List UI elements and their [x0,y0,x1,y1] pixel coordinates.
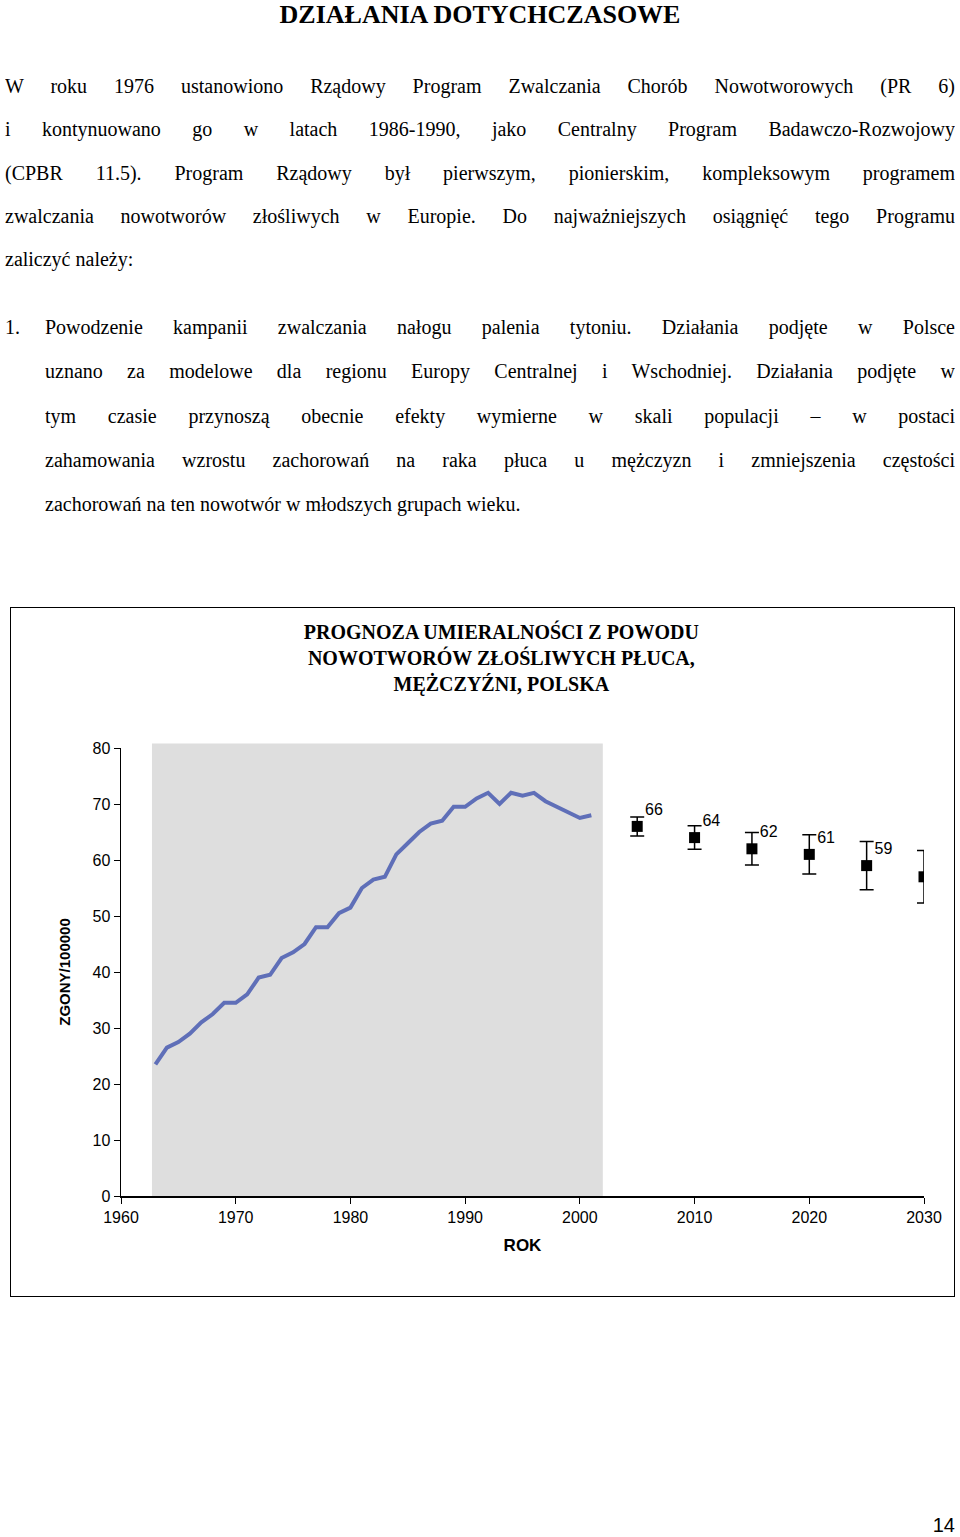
svg-text:50: 50 [93,908,111,925]
svg-text:1960: 1960 [103,1209,139,1226]
html-text:14: 14 [932,1514,955,1536]
svg-text:1990: 1990 [447,1209,483,1226]
svg-text:2020: 2020 [791,1209,827,1226]
html-text:zahamowania wzrostu zachorowań: zahamowania wzrostu zachorowań na raka p… [45,448,955,471]
html-text:zaliczyć należy:: zaliczyć należy: [5,248,134,271]
svg-text:80: 80 [93,740,111,757]
html-text:tym czasie przynoszą obecnie e: tym czasie przynoszą obecnie efekty wymi… [45,404,955,427]
svg-text:60: 60 [93,852,111,869]
svg-text:1970: 1970 [218,1209,254,1226]
svg-text:2000: 2000 [562,1209,598,1226]
svg-text:2010: 2010 [677,1209,713,1226]
svg-text:PROGNOZA UMIERALNOŚCI Z POWODU: PROGNOZA UMIERALNOŚCI Z POWODUNOWOTWORÓW… [304,620,699,696]
svg-text:1980: 1980 [333,1209,369,1226]
html-text:i kontynuowano go w latach 198: i kontynuowano go w latach 1986-1990, ja… [5,118,955,141]
svg-text:20: 20 [93,1076,111,1093]
svg-text:10: 10 [93,1132,111,1149]
svg-text:30: 30 [93,1020,111,1037]
html-text:W roku 1976 ustanowiono Rządow: W roku 1976 ustanowiono Rządowy Program … [5,75,955,97]
html-text:uznano za modelowe dla regionu: uznano za modelowe dla regionu Europy Ce… [45,360,955,383]
svg-text:ROK: ROK [504,1236,543,1255]
html-text:Powodzenie kampanii zwalczania: Powodzenie kampanii zwalczania nałogu pa… [45,316,955,338]
html-text:zachorowań na ten nowotwór w m: zachorowań na ten nowotwór w młodszych g… [45,493,521,515]
html-text:DZIAŁANIA DOTYCHCZASOWE: DZIAŁANIA DOTYCHCZASOWE [279,0,681,29]
svg-text:ZGONY/100000: ZGONY/100000 [56,918,73,1026]
html-text:(CPBR 11.5). Program Rządowy b: (CPBR 11.5). Program Rządowy był pierwsz… [5,161,955,184]
html-text:zwalczania nowotworów złośliwy: zwalczania nowotworów złośliwych w Europ… [5,204,955,227]
svg-text:40: 40 [93,964,111,981]
svg-text:62: 62 [760,823,778,840]
svg-text:61: 61 [817,829,835,846]
html-text:1.: 1. [5,316,20,338]
svg-text:70: 70 [93,796,111,813]
svg-text:59: 59 [875,840,893,857]
svg-text:64: 64 [702,812,720,829]
svg-text:2030: 2030 [906,1209,942,1226]
svg-text:0: 0 [101,1188,110,1205]
svg-text:66: 66 [645,801,663,818]
